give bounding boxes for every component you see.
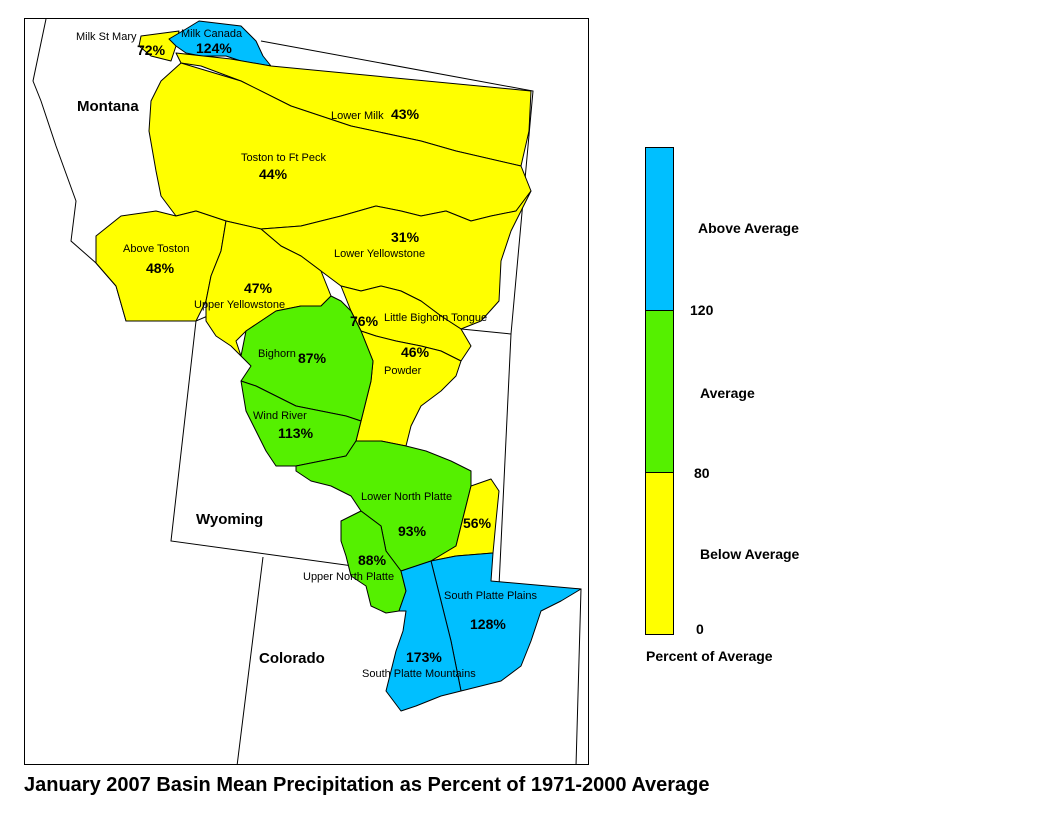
legend-swatch-above (646, 148, 673, 310)
legend-break-80: 80 (694, 465, 710, 481)
basin-name-label: Lower North Platte (361, 491, 452, 503)
basin-percent-label: 48% (146, 260, 175, 276)
basin-name-label: Milk Canada (181, 28, 243, 40)
legend-break-0: 0 (696, 621, 704, 637)
basin-percent-label: 87% (298, 350, 327, 366)
legend-label-above: Above Average (698, 220, 799, 236)
basin-percent-label: 93% (398, 523, 427, 539)
legend-break-120: 120 (690, 302, 714, 318)
basin-percent-label: 88% (358, 552, 387, 568)
legend-swatch-below (646, 473, 673, 634)
map-title: January 2007 Basin Mean Precipitation as… (24, 774, 710, 796)
basin-upper-north-platte (340, 510, 407, 614)
state-label-montana: Montana (77, 98, 139, 115)
basin-name-label: Lower Yellowstone (334, 248, 425, 260)
legend-caption: Percent of Average (646, 648, 773, 664)
basin-percent-label: 43% (391, 106, 420, 122)
basin-polygons (95, 20, 582, 712)
basin-name-label: Little Bighorn Tongue (384, 312, 487, 324)
basin-south-platte-mountains (385, 560, 462, 712)
basin-labels: Milk St Mary 72% Milk Canada 124% Lower … (76, 28, 537, 680)
basin-name-label: Milk St Mary (76, 31, 137, 43)
basin-name-label: Above Toston (123, 243, 189, 255)
basin-percent-label: 46% (401, 344, 430, 360)
basin-percent-label: 72% (137, 42, 166, 58)
basin-percent-label: 47% (244, 280, 273, 296)
basin-name-label: Wind River (253, 410, 307, 422)
basin-name-label: Powder (384, 365, 422, 377)
legend-swatch-average (646, 310, 673, 473)
basin-percent-label: 76% (350, 313, 379, 329)
basin-percent-label: 56% (463, 515, 492, 531)
legend-label-below: Below Average (700, 546, 800, 562)
basin-name-label: Toston to Ft Peck (241, 152, 326, 164)
basin-percent-label: 128% (470, 616, 506, 632)
basin-percent-label: 124% (196, 40, 232, 56)
basin-name-label: South Platte Plains (444, 590, 537, 602)
basin-name-label: Lower Milk (331, 110, 384, 122)
basin-percent-label: 173% (406, 649, 442, 665)
basin-name-label: Upper Yellowstone (194, 299, 285, 311)
state-label-wyoming: Wyoming (196, 511, 263, 528)
legend-label-average: Average (700, 385, 755, 401)
state-label-colorado: Colorado (259, 650, 325, 667)
basin-percent-label: 113% (278, 425, 314, 441)
basin-name-label: Upper North Platte (303, 571, 394, 583)
map-frame: Montana Wyoming Colorado Milk St Mary 72… (24, 18, 589, 765)
basin-map: Montana Wyoming Colorado Milk St Mary 72… (32, 19, 582, 764)
wyoming-boundary (170, 320, 512, 587)
legend-color-bar (645, 147, 674, 635)
basin-name-label: South Platte Mountains (362, 668, 476, 680)
basin-percent-label: 44% (259, 166, 288, 182)
state-labels: Montana Wyoming Colorado (77, 98, 325, 667)
basin-percent-label: 31% (391, 229, 420, 245)
basin-name-label: Bighorn (258, 348, 296, 360)
